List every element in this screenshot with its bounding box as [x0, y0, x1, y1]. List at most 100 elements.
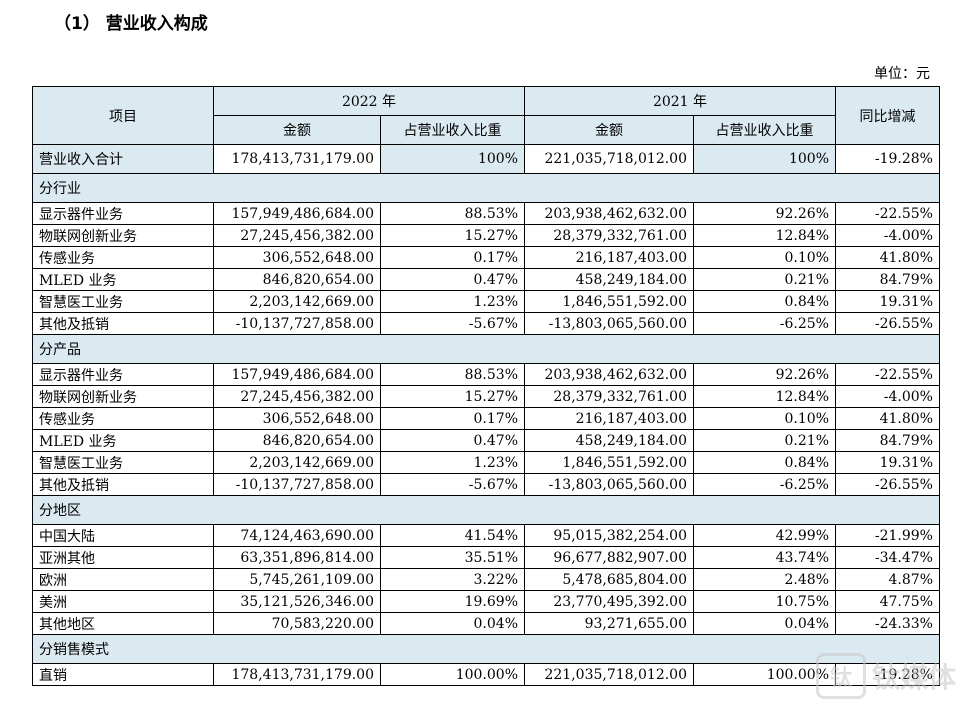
section-row: 分产品: [32, 334, 940, 364]
table-row: 亚洲其他 63,351,896,814.00 35.51% 96,677,882,90…: [32, 546, 940, 569]
amount-2022: 846,820,654.00: [213, 268, 381, 291]
section-title: 分行业: [32, 173, 940, 203]
row-label: 物联网创新业务: [32, 224, 214, 247]
amount-2022: 157,949,486,684.00: [213, 363, 381, 386]
share-2022: 1.23%: [380, 451, 525, 474]
table-row: MLED 业务 846,820,654.00 0.47% 458,249,184.00…: [32, 268, 940, 291]
table-row: 直销 178,413,731,179.00 100.00% 221,035,718,0…: [32, 663, 940, 686]
amount-2022: 70,583,220.00: [213, 612, 381, 635]
amount-2021: 1,846,551,592.00: [524, 290, 694, 313]
share-2021: 92.26%: [693, 363, 836, 386]
table-row: 其他地区 70,583,220.00 0.04% 93,271,655.00 0.04%…: [32, 612, 940, 635]
row-label: 美洲: [32, 590, 214, 613]
share-2021: 43.74%: [693, 546, 836, 569]
section-title: 分销售模式: [32, 634, 940, 664]
amount-2022: 63,351,896,814.00: [213, 546, 381, 569]
yoy: 84.79%: [835, 429, 940, 452]
amount-2021: -13,803,065,560.00: [524, 312, 694, 335]
row-label: 显示器件业务: [32, 363, 214, 386]
total-amount-2022: 178,413,731,179.00: [213, 144, 381, 174]
amount-2021: 216,187,403.00: [524, 246, 694, 269]
share-2022: 41.54%: [380, 524, 525, 547]
table-row: 美洲 35,121,526,346.00 19.69% 23,770,495,392.…: [32, 590, 940, 613]
share-2021: 92.26%: [693, 202, 836, 225]
amount-2021: 221,035,718,012.00: [524, 663, 694, 686]
yoy: -34.47%: [835, 546, 940, 569]
table-row: 中国大陆 74,124,463,690.00 41.54% 95,015,382,25…: [32, 524, 940, 547]
amount-2022: 306,552,648.00: [213, 407, 381, 430]
section-heading: （1） 营业收入构成: [54, 14, 208, 34]
share-2021: 0.21%: [693, 429, 836, 452]
total-share-2021: 100%: [693, 144, 836, 174]
yoy: -26.55%: [835, 312, 940, 335]
amount-2022: 27,245,456,382.00: [213, 224, 381, 247]
section-row: 分销售模式: [32, 634, 940, 664]
yoy: 84.79%: [835, 268, 940, 291]
row-label: 传感业务: [32, 246, 214, 269]
table-row: 显示器件业务 157,949,486,684.00 88.53% 203,938,46…: [32, 363, 940, 386]
header-share-2022: 占营业收入比重: [380, 115, 525, 145]
table-row: MLED 业务 846,820,654.00 0.47% 458,249,184.00…: [32, 429, 940, 452]
share-2022: 0.17%: [380, 246, 525, 269]
share-2021: 0.10%: [693, 407, 836, 430]
yoy: -4.00%: [835, 224, 940, 247]
unit-label: 单位：元: [874, 66, 930, 82]
amount-2022: 5,745,261,109.00: [213, 568, 381, 591]
row-label: 智慧医工业务: [32, 451, 214, 474]
section-title: 分产品: [32, 334, 940, 364]
share-2022: 100.00%: [380, 663, 525, 686]
total-yoy: -19.28%: [835, 144, 940, 174]
amount-2021: 28,379,332,761.00: [524, 224, 694, 247]
amount-2022: 27,245,456,382.00: [213, 385, 381, 408]
amount-2022: 306,552,648.00: [213, 246, 381, 269]
row-label: MLED 业务: [32, 429, 214, 452]
yoy: 19.31%: [835, 451, 940, 474]
amount-2022: 2,203,142,669.00: [213, 290, 381, 313]
yoy: -26.55%: [835, 473, 940, 496]
share-2022: -5.67%: [380, 312, 525, 335]
total-row: 营业收入合计 178,413,731,179.00 100% 221,035,7…: [32, 144, 940, 174]
row-label: 智慧医工业务: [32, 290, 214, 313]
section-title: 分地区: [32, 495, 940, 525]
amount-2022: 74,124,463,690.00: [213, 524, 381, 547]
amount-2021: 5,478,685,804.00: [524, 568, 694, 591]
header-year-2021: 2021 年: [524, 86, 836, 116]
share-2022: 0.17%: [380, 407, 525, 430]
watermark: 钛 钛媒体: [815, 653, 956, 699]
amount-2021: 23,770,495,392.00: [524, 590, 694, 613]
total-share-2022: 100%: [380, 144, 525, 174]
header-amount-2021: 金额: [524, 115, 694, 145]
yoy: 4.87%: [835, 568, 940, 591]
share-2021: 12.84%: [693, 385, 836, 408]
row-label: 显示器件业务: [32, 202, 214, 225]
share-2022: 35.51%: [380, 546, 525, 569]
total-label: 营业收入合计: [32, 144, 214, 174]
amount-2021: 458,249,184.00: [524, 429, 694, 452]
row-label: MLED 业务: [32, 268, 214, 291]
header-item: 项目: [32, 86, 214, 145]
share-2021: 42.99%: [693, 524, 836, 547]
share-2022: 0.04%: [380, 612, 525, 635]
section-row: 分行业: [32, 173, 940, 203]
table-row: 欧洲 5,745,261,109.00 3.22% 5,478,685,804.00 2…: [32, 568, 940, 591]
table-row: 传感业务 306,552,648.00 0.17% 216,187,403.00 0.1…: [32, 246, 940, 269]
header-yoy: 同比增减: [835, 86, 940, 145]
yoy: -22.55%: [835, 202, 940, 225]
share-2021: 0.84%: [693, 290, 836, 313]
share-2021: 2.48%: [693, 568, 836, 591]
yoy: 41.80%: [835, 246, 940, 269]
share-2021: 10.75%: [693, 590, 836, 613]
watermark-text: 钛媒体: [871, 661, 956, 694]
table-row: 其他及抵销 -10,137,727,858.00 -5.67% -13,803,065…: [32, 312, 940, 335]
amount-2022: -10,137,727,858.00: [213, 312, 381, 335]
amount-2022: 846,820,654.00: [213, 429, 381, 452]
share-2021: 0.10%: [693, 246, 836, 269]
share-2022: -5.67%: [380, 473, 525, 496]
share-2022: 3.22%: [380, 568, 525, 591]
share-2022: 88.53%: [380, 363, 525, 386]
row-label: 直销: [32, 663, 214, 686]
table-row: 物联网创新业务 27,245,456,382.00 15.27% 28,379,332…: [32, 385, 940, 408]
row-label: 传感业务: [32, 407, 214, 430]
amount-2021: 203,938,462,632.00: [524, 202, 694, 225]
share-2022: 15.27%: [380, 385, 525, 408]
